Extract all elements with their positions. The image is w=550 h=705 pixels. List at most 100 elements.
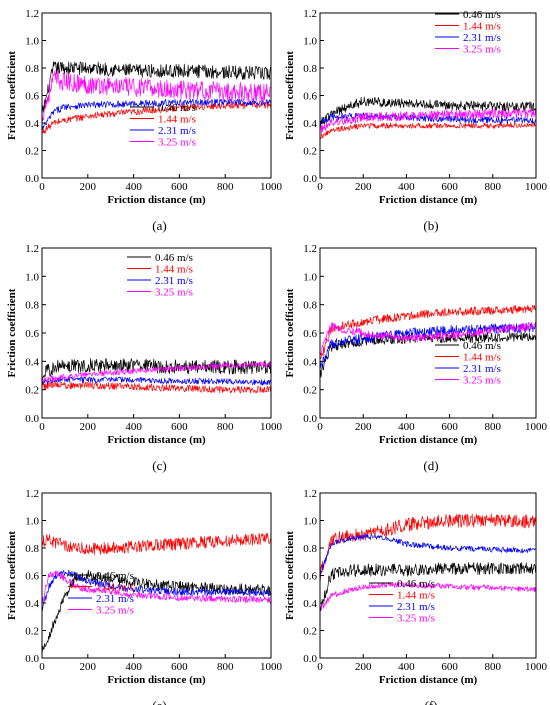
- series-line-3-25-m-s: [42, 570, 271, 605]
- series-lines: [42, 358, 271, 394]
- x-tick-label: 0: [317, 421, 323, 433]
- y-tick-label: 0.6: [303, 91, 317, 103]
- series-lines: [42, 532, 271, 655]
- x-axis-label: Friction distance (m): [107, 434, 206, 446]
- series-line-0-46-m-s: [42, 358, 271, 380]
- x-tick-label: 600: [441, 661, 458, 673]
- y-tick-label: 0.4: [303, 356, 317, 368]
- series-line-2-31-m-s: [42, 376, 271, 386]
- legend-entry: 2.31 m/s: [158, 125, 196, 137]
- legend-entry: 0.46 m/s: [463, 340, 501, 352]
- x-tick-label: 600: [171, 661, 188, 673]
- x-tick-label: 600: [171, 181, 188, 193]
- y-tick-label: 1.0: [303, 36, 317, 48]
- y-tick-label: 1.2: [25, 8, 39, 20]
- y-tick-label: 1.0: [303, 271, 317, 283]
- series-line-1-44-m-s: [320, 513, 536, 580]
- x-tick-label: 0: [39, 421, 45, 433]
- y-axis-label: Friction coefficient: [284, 531, 296, 620]
- x-tick-label: 1000: [525, 421, 548, 433]
- x-tick-label: 200: [80, 661, 97, 673]
- y-tick-label: 0.2: [25, 385, 39, 397]
- y-tick-label: 0.8: [25, 543, 39, 555]
- series-lines: [320, 304, 536, 378]
- panel-caption: (d): [423, 458, 438, 473]
- series-line-0-46-m-s: [42, 569, 271, 655]
- x-tick-label: 400: [398, 181, 415, 193]
- x-tick-label: 600: [441, 421, 458, 433]
- legend-entry: 3.25 m/s: [155, 287, 193, 299]
- x-tick-label: 400: [125, 661, 142, 673]
- legend: 0.46 m/s1.44 m/s2.31 m/s3.25 m/s: [130, 102, 196, 149]
- series-line-1-44-m-s: [42, 532, 271, 556]
- x-tick-label: 800: [485, 421, 502, 433]
- legend-entry: 0.46 m/s: [397, 578, 435, 590]
- y-tick-label: 0.4: [303, 598, 317, 610]
- x-axis-label: Friction distance (m): [107, 674, 206, 686]
- panel-a: 0 200 400 600 800 1000 0.0 0.2 0.4 0.6 0.8 1.0 1.2 Fr…: [6, 8, 283, 233]
- y-tick-label: 1.2: [303, 8, 317, 20]
- series-line-2-31-m-s: [320, 322, 536, 368]
- legend: 0.46 m/s1.44 m/s2.31 m/s3.25 m/s: [435, 340, 501, 387]
- series-line-0-46-m-s: [320, 96, 536, 128]
- series-line-3-25-m-s: [320, 108, 536, 134]
- series-lines: [320, 513, 536, 612]
- x-tick-label: 1000: [260, 421, 283, 433]
- y-tick-label: 0.2: [25, 146, 39, 158]
- y-tick-label: 0.4: [25, 356, 39, 368]
- legend-entry: 1.44 m/s: [463, 21, 501, 33]
- y-tick-label: 0.0: [303, 653, 317, 665]
- panel-caption: (b): [423, 218, 438, 233]
- y-tick-label: 1.0: [25, 271, 39, 283]
- x-tick-label: 800: [485, 181, 502, 193]
- series-line-0-46-m-s: [320, 331, 536, 378]
- panel-c: 0 200 400 600 800 1000 0.0 0.2 0.4 0.6 0.8 1.0 1.2 Fr…: [6, 243, 283, 473]
- y-tick-label: 0.2: [303, 146, 317, 158]
- legend: 0.46 m/s1.44 m/s2.31 m/s3.25 m/s: [369, 578, 435, 625]
- x-tick-label: 800: [217, 661, 234, 673]
- y-tick-label: 0.8: [25, 63, 39, 75]
- y-tick-label: 0.2: [25, 626, 39, 638]
- y-tick-label: 0.6: [303, 571, 317, 583]
- y-axis-label: Friction coefficient: [284, 288, 296, 377]
- legend-entry: 3.25 m/s: [96, 605, 134, 617]
- y-tick-label: 0.0: [25, 653, 39, 665]
- legend-entry: 1.44 m/s: [463, 352, 501, 364]
- panel-caption: (f): [425, 698, 438, 705]
- y-tick-label: 0.0: [25, 413, 39, 425]
- legend-entry: 1.44 m/s: [397, 590, 435, 602]
- y-tick-label: 0.2: [303, 385, 317, 397]
- y-tick-label: 0.4: [25, 598, 39, 610]
- series-line-1-44-m-s: [320, 304, 536, 359]
- y-tick-label: 0.8: [303, 63, 317, 75]
- x-tick-label: 800: [217, 181, 234, 193]
- y-tick-label: 1.0: [25, 36, 39, 48]
- y-tick-label: 1.0: [25, 516, 39, 528]
- x-axis-label: Friction distance (m): [379, 434, 478, 446]
- panel-caption: (e): [152, 698, 166, 705]
- x-tick-label: 400: [125, 421, 142, 433]
- series-line-1-44-m-s: [42, 101, 271, 134]
- panel-e: 0 200 400 600 800 1000 0.0 0.2 0.4 0.6 0.8 1.0 1.2 Fr…: [6, 488, 283, 705]
- x-tick-label: 600: [441, 181, 458, 193]
- legend: 0.46 m/s1.44 m/s2.31 m/s3.25 m/s: [68, 570, 134, 617]
- legend-entry: 2.31 m/s: [463, 32, 501, 44]
- legend: 0.46 m/s1.44 m/s2.31 m/s3.25 m/s: [127, 252, 193, 299]
- y-tick-label: 0.6: [25, 328, 39, 340]
- panel-caption: (c): [152, 458, 166, 473]
- series-line-0-46-m-s: [320, 562, 536, 612]
- y-tick-label: 0.8: [303, 543, 317, 555]
- series-line-3-25-m-s: [320, 582, 536, 611]
- y-axis-label: Friction coefficient: [6, 288, 18, 377]
- y-tick-label: 1.2: [25, 243, 39, 255]
- y-tick-label: 0.8: [303, 300, 317, 312]
- series-line-2-31-m-s: [42, 569, 271, 612]
- y-axis-label: Friction coefficient: [6, 531, 18, 620]
- y-tick-label: 0.4: [303, 118, 317, 130]
- x-axis-label: Friction distance (m): [379, 194, 478, 206]
- x-tick-label: 200: [355, 181, 372, 193]
- x-tick-label: 600: [171, 421, 188, 433]
- x-tick-label: 1000: [260, 661, 283, 673]
- x-tick-label: 200: [80, 181, 97, 193]
- legend-entry: 3.25 m/s: [158, 137, 196, 149]
